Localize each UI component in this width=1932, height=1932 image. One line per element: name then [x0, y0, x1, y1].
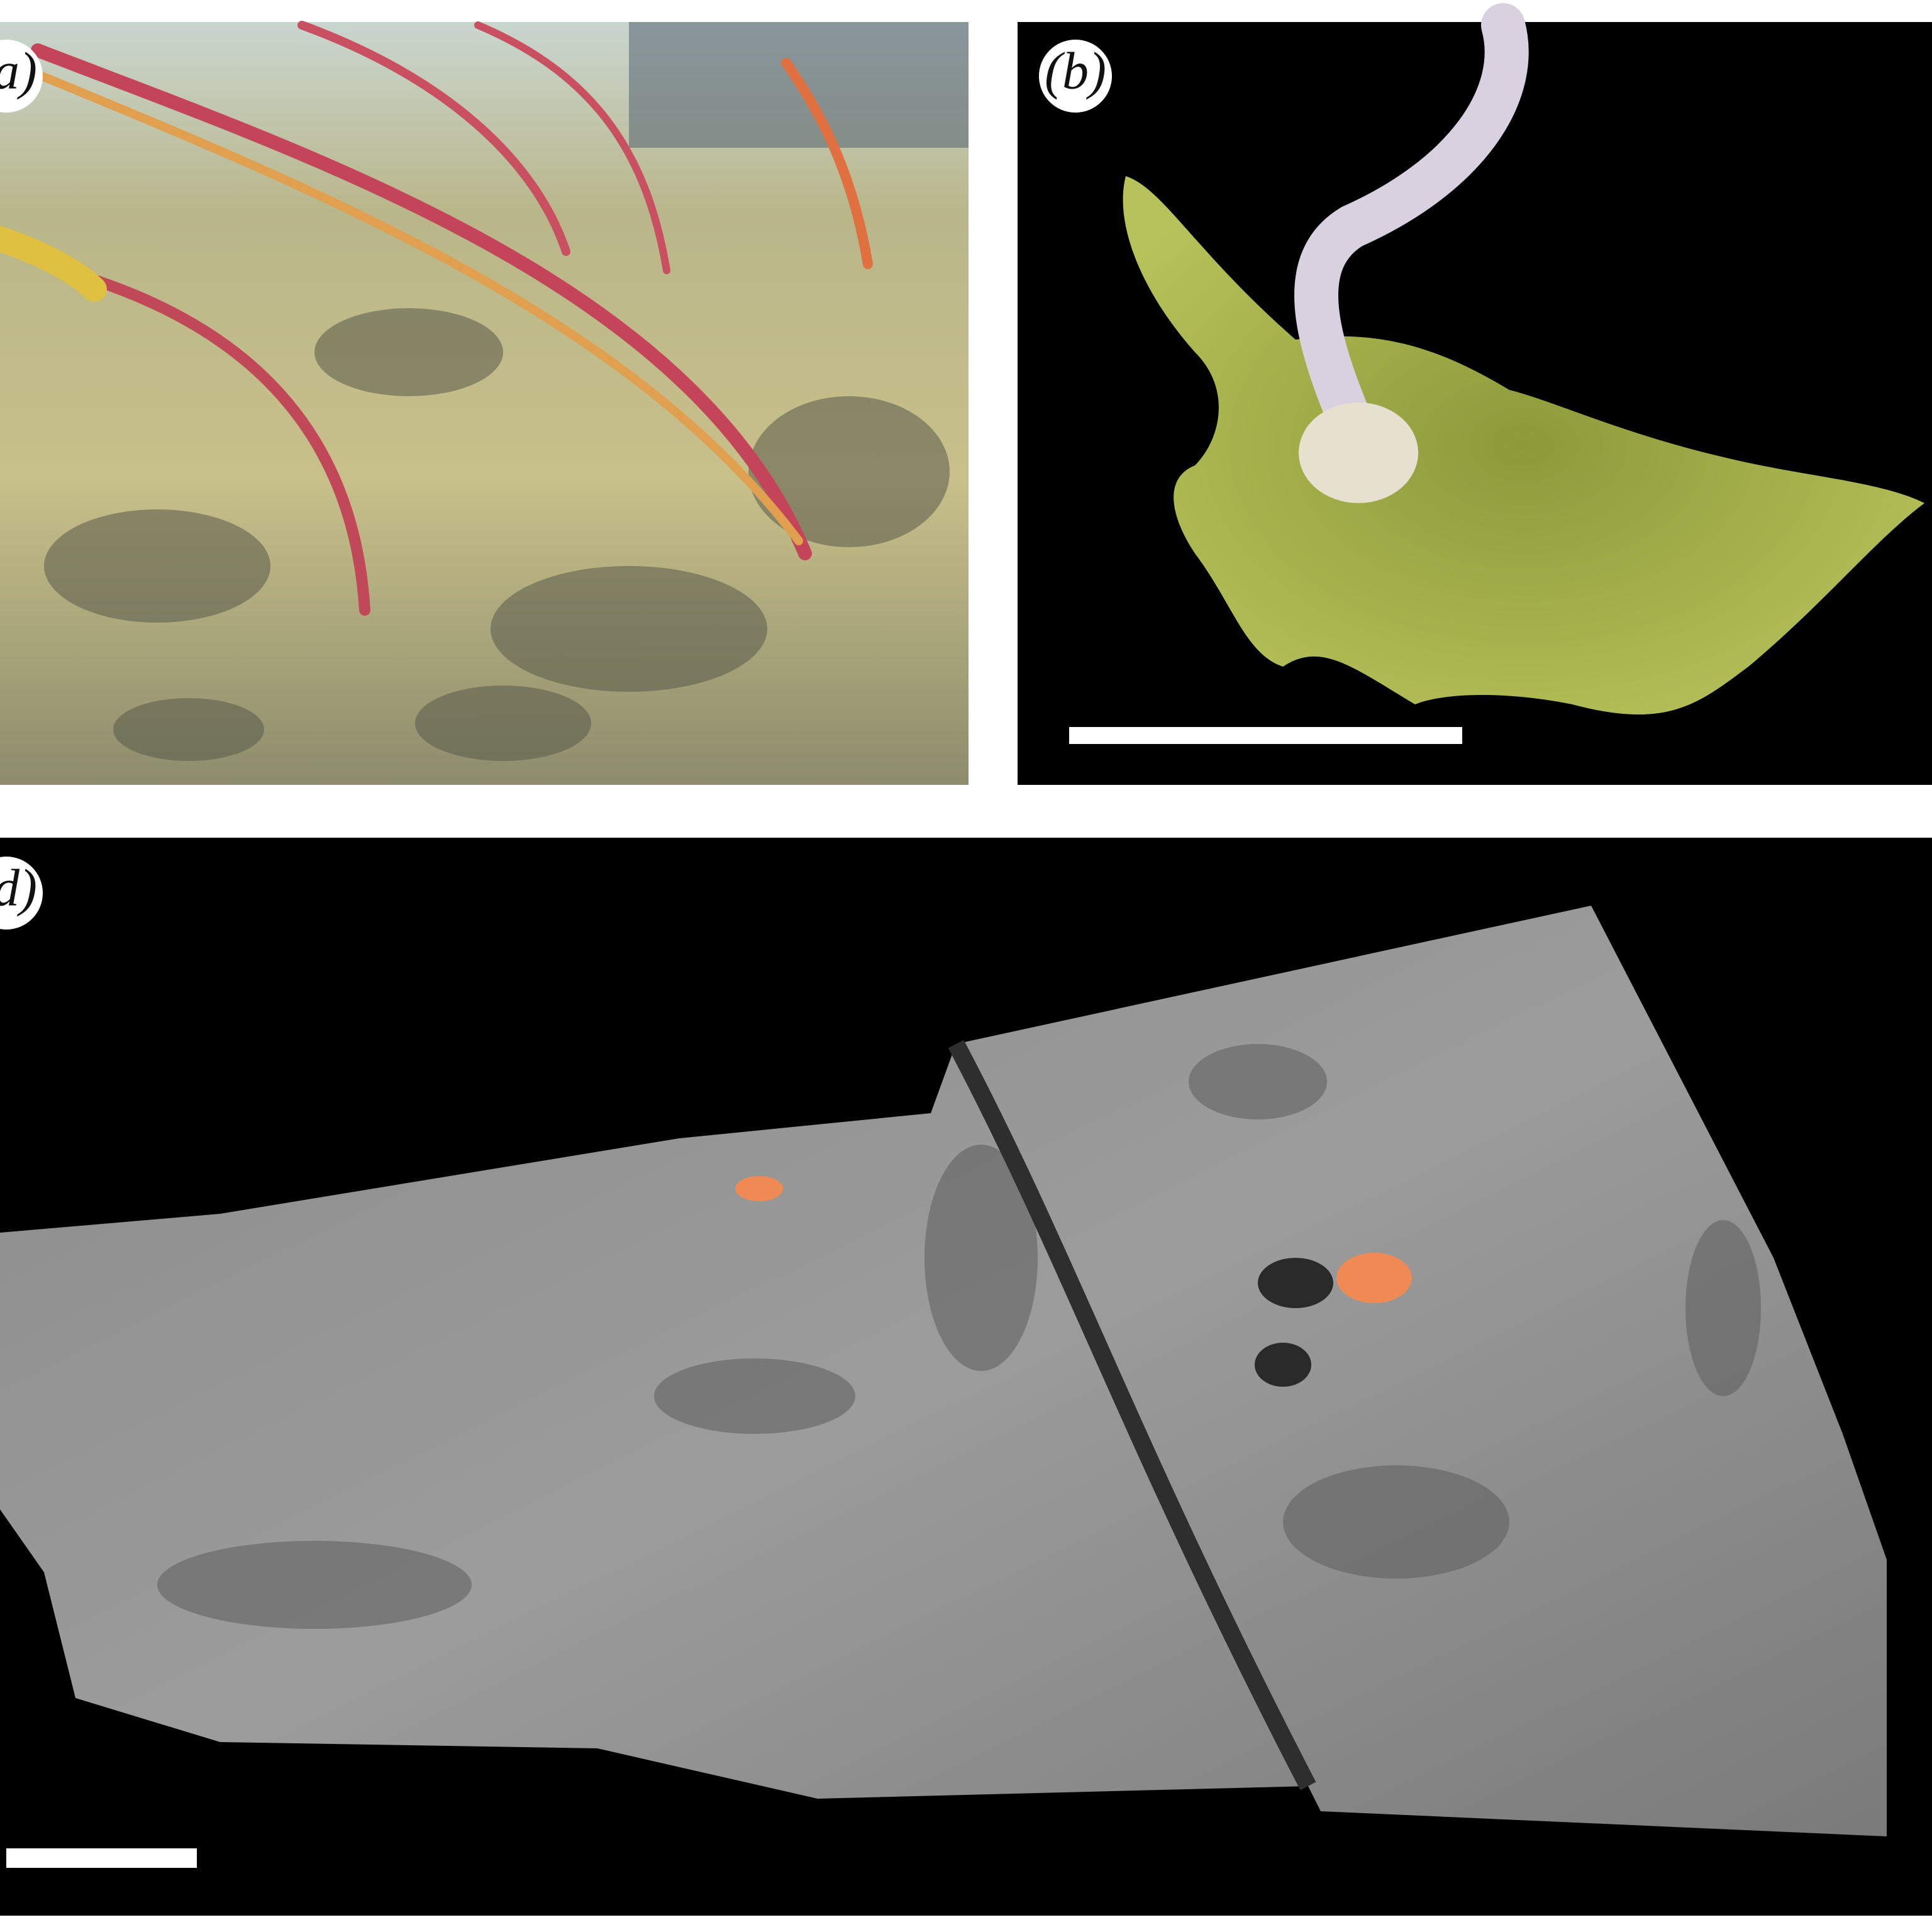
panel-b: (b) [1018, 3, 1932, 785]
panel-label: (b) [1045, 42, 1106, 100]
label-badge [0, 857, 43, 930]
tube-base [1299, 402, 1418, 503]
tube-worms [0, 21, 873, 616]
highlight-region [735, 1176, 783, 1201]
sediment [44, 308, 950, 761]
panel-d: (d) [0, 838, 1932, 1916]
scale-bar [1069, 727, 1462, 744]
panel-a: (a) [0, 21, 969, 785]
pit [1258, 1258, 1333, 1308]
worm-tube [1294, 3, 1529, 462]
highlight-region [1336, 1253, 1412, 1303]
bone-specimen [0, 906, 1887, 1836]
scale-bar [6, 1848, 197, 1868]
label-badge [1039, 40, 1112, 113]
panel-label: (d) [0, 858, 37, 917]
specimen [1123, 176, 1924, 715]
pit [1255, 1343, 1311, 1387]
panel-label: (a) [0, 42, 37, 100]
shading [157, 1044, 1761, 1629]
label-badge [0, 40, 43, 113]
crack [948, 1040, 1316, 1790]
